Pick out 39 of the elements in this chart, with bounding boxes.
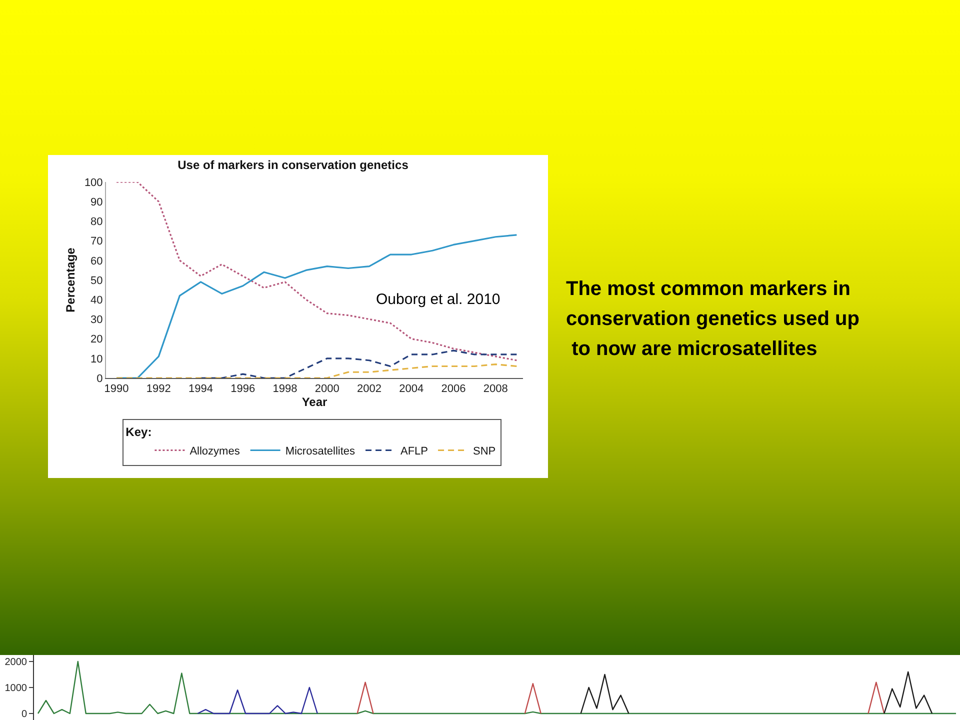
y-tick-label: 0 [96, 372, 103, 385]
legend-label: Allozymes [190, 446, 240, 458]
y-axis-title: Percentage [64, 247, 78, 312]
y-tick-label: 1000 [4, 683, 28, 694]
x-tick-label: 2006 [441, 383, 466, 396]
y-tick-label: 10 [90, 353, 103, 366]
y-tick-label: 20 [90, 334, 103, 346]
text: The most common markers in conservation genetics used up to now are microsatellites [566, 277, 860, 362]
line-series [116, 363, 518, 378]
line-series [200, 350, 518, 378]
y-tick-label: 90 [90, 196, 103, 208]
y-tick-label: 40 [90, 294, 103, 306]
y-tick-label: 80 [90, 216, 103, 228]
line-series [116, 182, 518, 362]
x-tick-label: 1994 [188, 383, 214, 396]
x-tick-label: 2008 [483, 383, 508, 396]
y-tick-label: 70 [90, 236, 103, 248]
annotation: Ouborg et al. 2010 [376, 291, 500, 308]
x-tick-label: 2002 [357, 383, 382, 396]
x-tick-label: 1998 [272, 383, 298, 396]
y-tick-label: 30 [90, 314, 103, 326]
x-tick-label: 1996 [230, 383, 256, 396]
y-tick-label: 100 [84, 176, 103, 189]
line-series [37, 660, 957, 714]
legend-label: AFLP [400, 446, 428, 458]
line-series [197, 686, 318, 714]
legend-label: SNP [473, 446, 496, 458]
x-axis-title: Year [302, 395, 328, 410]
x-tick-label: 1992 [146, 383, 171, 396]
legend-title: Key: [126, 424, 152, 439]
x-tick-label: 1990 [104, 383, 129, 396]
y-tick-label: 2000 [4, 657, 28, 668]
legend-label: Microsatellites [285, 446, 356, 458]
y-tick-label: 60 [90, 255, 103, 268]
chart-title: Use of markers in conservation genetics [178, 158, 409, 172]
y-tick-label: 50 [90, 274, 103, 287]
x-tick-label: 2004 [399, 383, 424, 396]
y-tick-label: 0 [21, 709, 28, 720]
x-tick-label: 2000 [314, 383, 340, 396]
